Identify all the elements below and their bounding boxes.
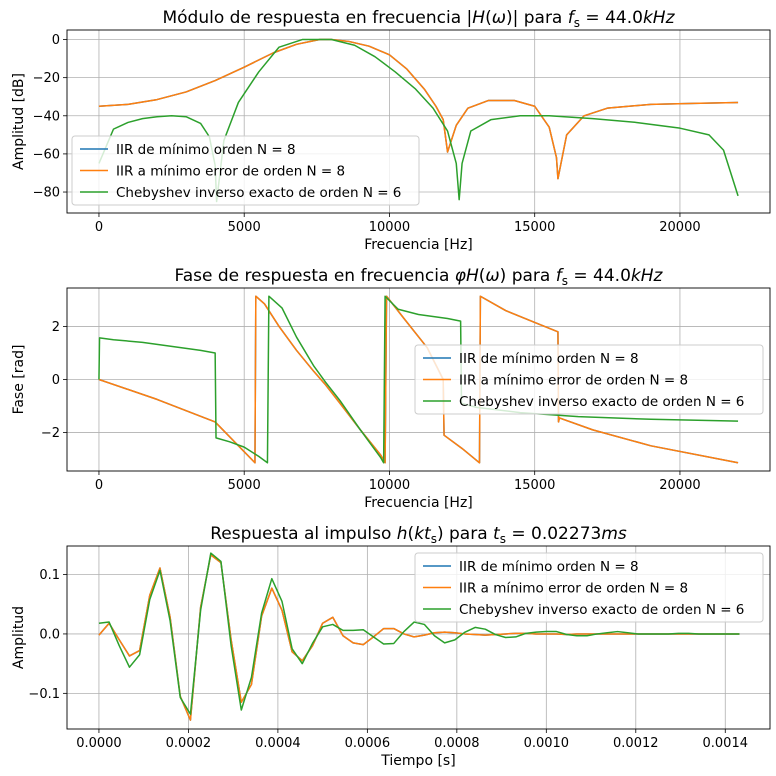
magnitude-series-group (98, 38, 739, 203)
magnitude-series-line-3 (98, 38, 739, 203)
magnitude-legend-label-1: IIR de mínimo orden N = 8 (116, 142, 296, 158)
phase-title-part: s (562, 274, 568, 288)
phase-legend-label-2: IIR a mínimo error de orden N = 8 (459, 373, 688, 389)
phase-x-tick-label: 5000 (228, 478, 261, 493)
phase-legend: IIR de mínimo orden N = 8 IIR a mínimo er… (414, 344, 764, 415)
impulse-legend: IIR de mínimo orden N = 8 IIR a mínimo er… (414, 552, 764, 623)
magnitude-legend-label-2: IIR a mínimo error de orden N = 8 (116, 164, 345, 180)
impulse-series-line-3 (98, 552, 740, 715)
phase-title-part: ) para (500, 266, 556, 286)
magnitude-title-part: kHz (643, 8, 676, 28)
magnitude-y-tick-label: −60 (33, 147, 60, 162)
impulse-x-tick-label: 0.0012 (613, 736, 659, 751)
phase-title-part: ω (485, 266, 499, 286)
magnitude-series-line-2 (98, 38, 739, 180)
magnitude-title-part: )| para (506, 8, 568, 28)
phase-y-axis-label: Fase [rad] (11, 345, 27, 415)
impulse-x-tick-label: 0.0004 (255, 736, 301, 751)
impulse-legend-box (414, 552, 764, 623)
magnitude-y-tick-label: −40 (33, 109, 60, 124)
impulse-legend-label-2: IIR a mínimo error de orden N = 8 (459, 581, 688, 597)
magnitude-chart-title: Módulo de respuesta en frecuencia |H(ω)|… (162, 8, 675, 30)
phase-y-tick-label: −2 (41, 426, 60, 441)
impulse-x-tick-label: 0.0002 (166, 736, 212, 751)
magnitude-y-tick-label: −20 (33, 71, 60, 86)
impulse-x-tick-label: 0.0008 (434, 736, 480, 751)
impulse-title-part: ) para (437, 524, 493, 544)
magnitude-y-tick-label: 0 (52, 33, 60, 48)
magnitude-y-tick-label: −80 (33, 186, 60, 201)
magnitude-y-axis-label: Amplitud [dB] (11, 73, 27, 170)
impulse-title-part: = 0.02273 (506, 524, 601, 544)
impulse-title-part: kt (414, 524, 432, 544)
magnitude-x-tick-label: 10000 (369, 220, 410, 235)
magnitude-title-part: f (568, 8, 577, 28)
magnitude-x-tick-label: 20000 (659, 220, 700, 235)
magnitude-legend-label-3: Chebyshev inverso exacto de orden N = 6 (116, 185, 401, 201)
magnitude-x-axis-label: Frecuencia [Hz] (364, 237, 473, 253)
phase-y-tick-label: 2 (52, 320, 60, 335)
impulse-y-tick-label: 0.0 (39, 627, 60, 642)
magnitude-title-part: H (472, 8, 485, 28)
impulse-title-part: s (431, 532, 437, 546)
impulse-title-part: h (397, 524, 408, 544)
magnitude-legend-box (71, 135, 420, 206)
magnitude-panel: 0 5000 10000 15000 20000 0 −20 −40 −60 −80 Frecuen… (11, 8, 771, 253)
impulse-x-tick-label: 0.0010 (524, 736, 570, 751)
phase-title-part: φH (455, 266, 479, 286)
impulse-y-tick-label: −0.1 (28, 687, 60, 702)
impulse-x-axis-label: Tiempo [s] (380, 753, 455, 769)
magnitude-legend: IIR de mínimo orden N = 8 IIR a mínimo er… (71, 135, 420, 206)
phase-title-part: Fase de respuesta en frecuencia (175, 266, 455, 286)
phase-y-tick-label: 0 (52, 373, 60, 388)
impulse-legend-label-3: Chebyshev inverso exacto de orden N = 6 (459, 602, 744, 618)
impulse-series-group (98, 552, 740, 721)
impulse-title-part: Respuesta al impulso (210, 524, 397, 544)
magnitude-x-tick-label: 5000 (228, 220, 261, 235)
phase-x-tick-label: 15000 (514, 478, 555, 493)
phase-legend-box (414, 344, 764, 415)
phase-legend-label-1: IIR de mínimo orden N = 8 (459, 351, 639, 367)
phase-chart-title: Fase de respuesta en frecuencia φH(ω) pa… (175, 266, 664, 288)
phase-x-tick-label: 10000 (369, 478, 410, 493)
impulse-title-part: t (493, 524, 501, 544)
impulse-title-part: s (500, 532, 506, 546)
impulse-panel: 0.0000 0.0002 0.0004 0.0006 0.0008 0.0010 0.00… (11, 524, 771, 769)
phase-title-part: ( (479, 266, 486, 286)
impulse-y-axis-label: Amplitud (11, 606, 27, 669)
phase-panel: 0 5000 10000 15000 20000 2 0 −2 Frecuencia [Hz] F… (11, 266, 771, 511)
impulse-x-tick-label: 0.0014 (703, 736, 749, 751)
phase-x-axis-label: Frecuencia [Hz] (364, 495, 473, 511)
magnitude-title-part: ω (492, 8, 506, 28)
magnitude-x-tick-label: 15000 (514, 220, 555, 235)
phase-title-part: = 44.0 (568, 266, 631, 286)
magnitude-axes-frame (66, 29, 771, 214)
impulse-y-tick-label: 0.1 (39, 568, 60, 583)
impulse-title-part: ( (408, 524, 415, 544)
impulse-axes-frame (66, 545, 771, 730)
impulse-x-tick-label: 0.0000 (76, 736, 122, 751)
magnitude-title-part: s (574, 16, 580, 30)
impulse-title-part: ms (601, 524, 627, 544)
phase-x-tick-label: 0 (95, 478, 103, 493)
impulse-chart-title: Respuesta al impulso h(kts) para ts = 0.… (210, 524, 627, 546)
magnitude-title-part: = 44.0 (580, 8, 643, 28)
phase-legend-label-3: Chebyshev inverso exacto de orden N = 6 (459, 394, 744, 410)
magnitude-x-tick-label: 0 (95, 220, 103, 235)
impulse-legend-label-1: IIR de mínimo orden N = 8 (459, 559, 639, 575)
magnitude-title-part: Módulo de respuesta en frecuencia | (162, 8, 472, 28)
phase-x-tick-label: 20000 (659, 478, 700, 493)
phase-title-part: kHz (631, 266, 664, 286)
impulse-x-tick-label: 0.0006 (345, 736, 391, 751)
phase-title-part: f (556, 266, 565, 286)
magnitude-title-part: ( (485, 8, 492, 28)
